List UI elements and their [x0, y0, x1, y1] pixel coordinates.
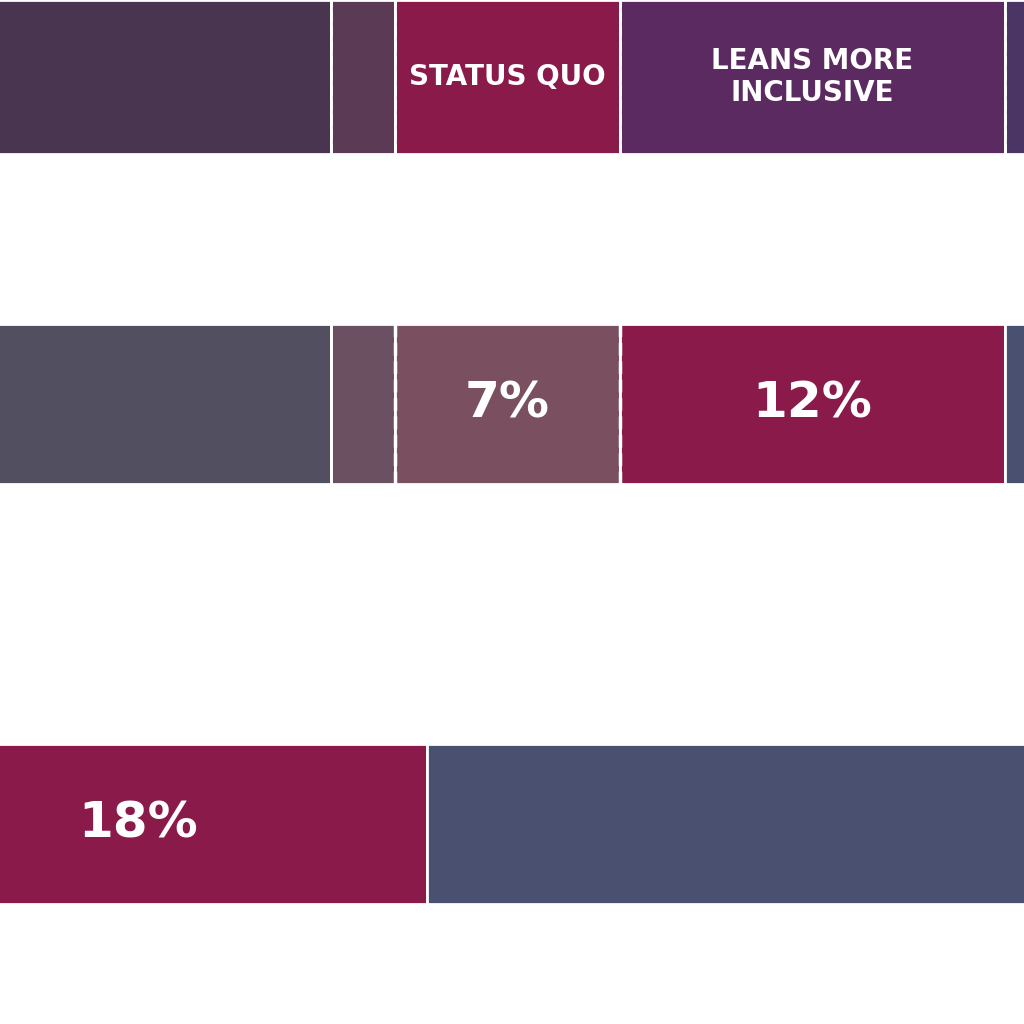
Text: 18%: 18% [78, 800, 198, 848]
Text: LEANS MORE
INCLUSIVE: LEANS MORE INCLUSIVE [711, 47, 913, 108]
Bar [620, 0, 1005, 154]
Text: 12%: 12% [753, 380, 872, 428]
Text: 7%: 7% [465, 380, 550, 428]
Text: STATUS QUO: STATUS QUO [409, 63, 605, 91]
Bar [395, 0, 620, 154]
Bar [1005, 0, 1024, 154]
Bar [395, 324, 620, 484]
Bar [1005, 324, 1024, 484]
Bar [0, 0, 331, 154]
Bar [427, 744, 1024, 904]
Bar [0, 744, 427, 904]
Bar [331, 324, 395, 484]
Bar [0, 324, 331, 484]
Bar [620, 324, 1005, 484]
Bar [331, 0, 395, 154]
